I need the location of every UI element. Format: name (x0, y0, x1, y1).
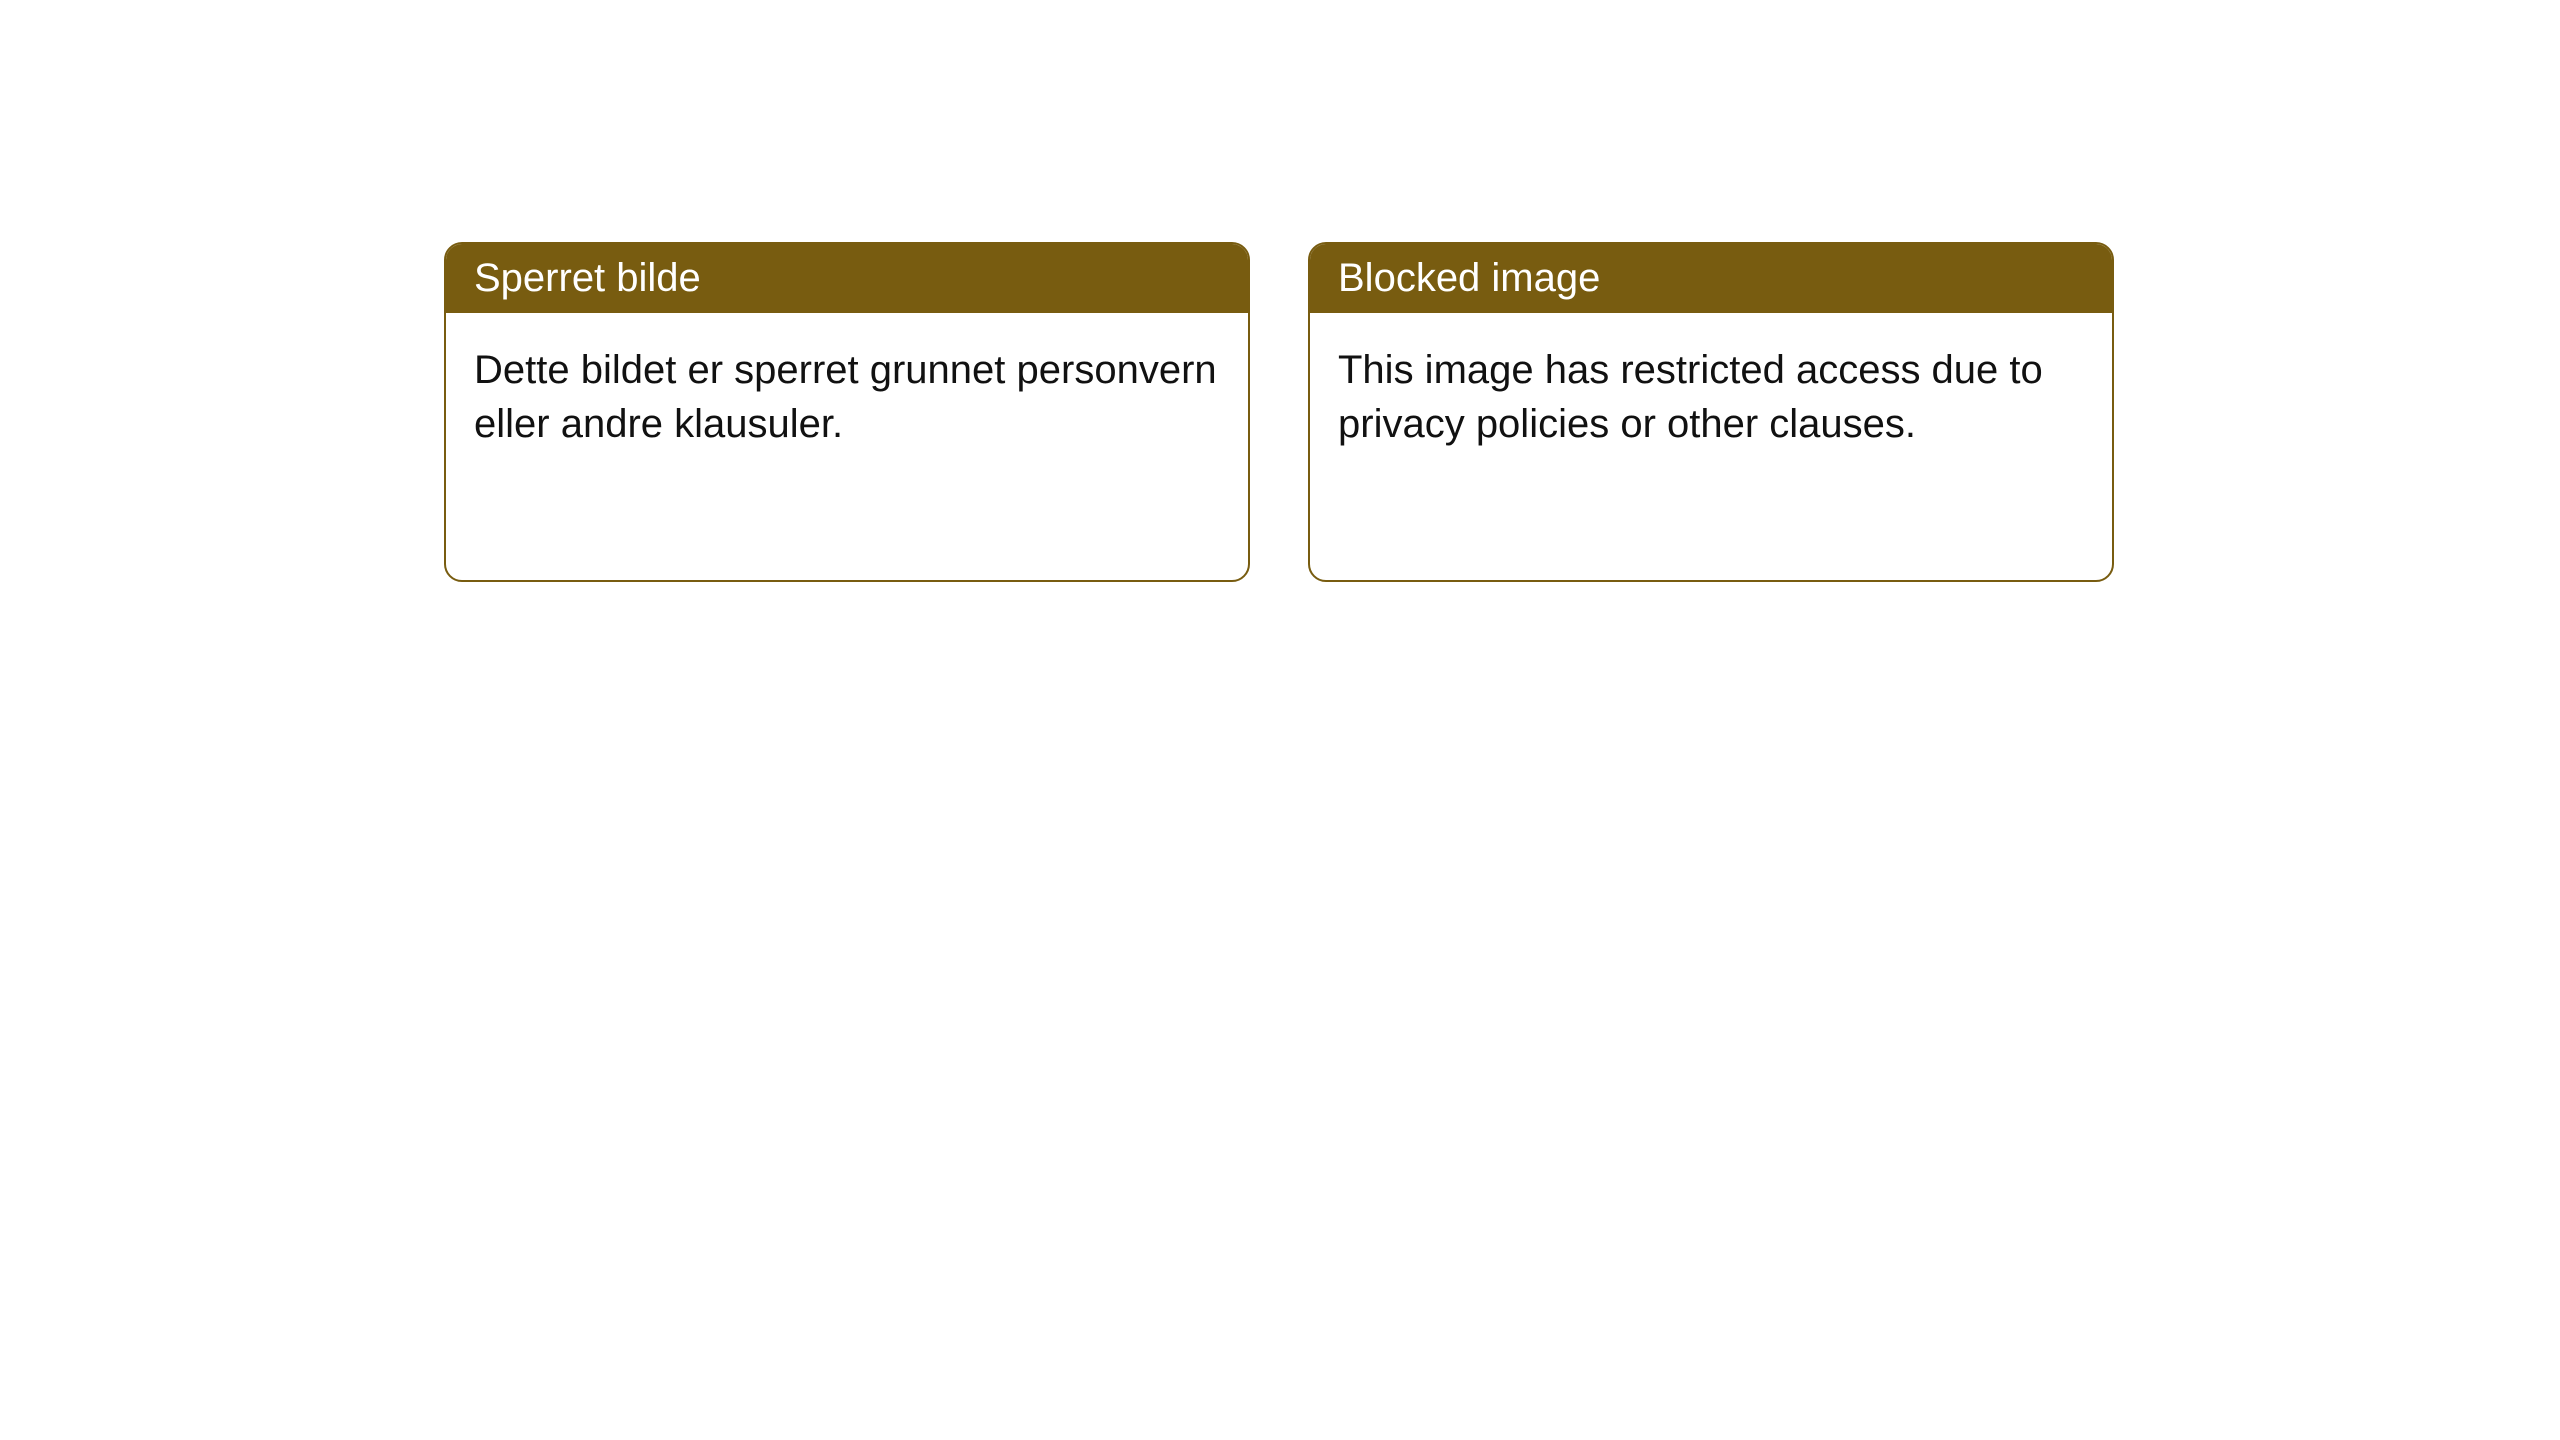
card-body-text: Dette bildet er sperret grunnet personve… (474, 348, 1217, 446)
card-header: Sperret bilde (446, 244, 1248, 313)
card-header: Blocked image (1310, 244, 2112, 313)
notice-card-norwegian: Sperret bilde Dette bildet er sperret gr… (444, 242, 1250, 582)
notice-cards-container: Sperret bilde Dette bildet er sperret gr… (444, 242, 2114, 582)
card-body: Dette bildet er sperret grunnet personve… (446, 313, 1248, 580)
notice-card-english: Blocked image This image has restricted … (1308, 242, 2114, 582)
card-title: Sperret bilde (474, 256, 701, 300)
card-body-text: This image has restricted access due to … (1338, 348, 2043, 446)
card-title: Blocked image (1338, 256, 1600, 300)
card-body: This image has restricted access due to … (1310, 313, 2112, 580)
